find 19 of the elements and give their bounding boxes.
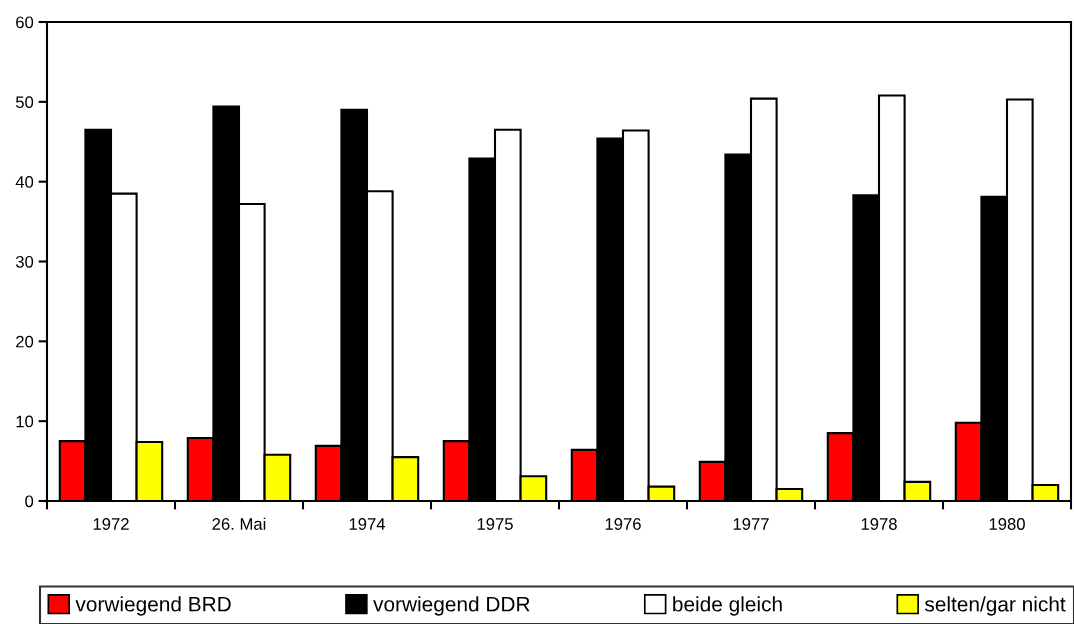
x-tick-label: 1978 [861,518,897,530]
legend-label: vorwiegend DDR [373,596,530,616]
x-tick-label: 1977 [733,518,769,530]
legend-label: vorwiegend BRD [75,596,231,616]
legend-label: beide gleich [673,596,782,616]
y-tick-label: 0 [25,495,34,508]
y-tick-label: 60 [16,16,34,29]
y-tick-label: 20 [16,335,34,348]
x-tick-label: 26. Mai [212,517,266,530]
x-tick-label: 1975 [477,518,513,530]
x-tick-label: 1974 [349,518,386,530]
x-tick-label: 1976 [605,518,641,530]
y-tick-label: 40 [15,176,34,188]
y-tick-label: 10 [16,415,34,428]
legend-label: selten/gar nicht [924,596,1066,616]
x-tick-label: 1972 [93,518,129,530]
y-tick-label: 30 [15,255,34,268]
y-tick-label: 50 [15,96,34,109]
x-tick-label: 1980 [989,518,1025,530]
